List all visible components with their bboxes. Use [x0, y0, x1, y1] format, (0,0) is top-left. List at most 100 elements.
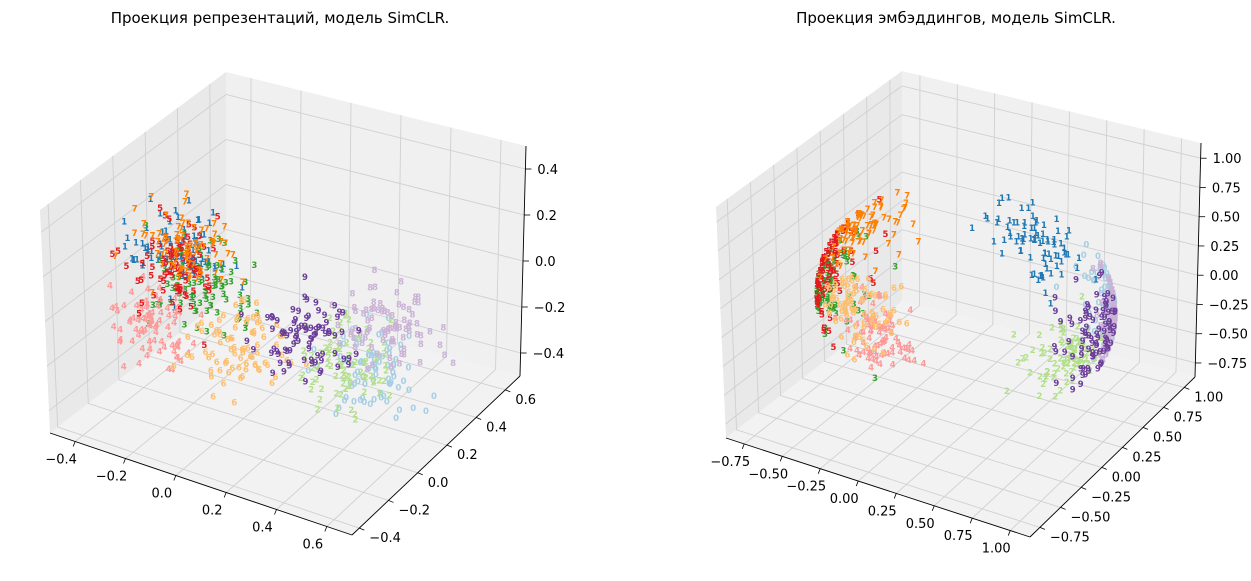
point-label-digit-9: 9: [280, 328, 286, 338]
point-label-digit-1: 1: [212, 262, 218, 272]
y-tick-label: 0.25: [1132, 450, 1161, 465]
point-label-digit-4: 4: [847, 344, 853, 354]
point-label-digit-5: 5: [169, 263, 175, 273]
point-label-digit-6: 6: [251, 328, 257, 338]
point-label-digit-0: 0: [381, 392, 387, 402]
point-label-digit-5: 5: [819, 264, 825, 274]
point-label-digit-3: 3: [228, 268, 234, 278]
point-label-digit-3: 3: [820, 291, 826, 301]
point-label-digit-7: 7: [895, 218, 901, 228]
point-label-digit-2: 2: [1047, 345, 1053, 355]
point-label-digit-8: 8: [1112, 313, 1118, 323]
point-label-digit-9: 9: [1080, 327, 1086, 337]
point-label-digit-6: 6: [255, 311, 261, 321]
point-label-digit-8: 8: [397, 323, 403, 333]
point-label-digit-6: 6: [838, 315, 844, 325]
point-label-digit-5: 5: [820, 267, 826, 277]
point-label-digit-0: 0: [1112, 304, 1118, 314]
point-label-digit-6: 6: [210, 393, 216, 403]
point-label-digit-3: 3: [221, 290, 227, 300]
point-label-digit-5: 5: [816, 284, 822, 294]
point-label-digit-9: 9: [1103, 298, 1109, 308]
point-label-digit-1: 1: [191, 271, 197, 281]
point-label-digit-3: 3: [218, 264, 224, 274]
point-label-digit-4: 4: [895, 338, 901, 348]
point-label-digit-5: 5: [190, 287, 196, 297]
point-label-digit-0: 0: [431, 392, 437, 402]
left-pane: [716, 71, 902, 438]
point-label-digit-0: 0: [1102, 264, 1108, 274]
point-label-digit-6: 6: [229, 364, 235, 374]
point-label-digit-8: 8: [418, 340, 424, 350]
point-label-digit-7: 7: [175, 222, 181, 232]
point-label-digit-3: 3: [228, 278, 234, 288]
point-label-digit-2: 2: [1044, 368, 1050, 378]
point-label-digit-7: 7: [218, 276, 224, 286]
point-label-digit-8: 8: [1096, 349, 1102, 359]
point-label-digit-4: 4: [861, 310, 867, 320]
point-label-digit-6: 6: [239, 373, 245, 383]
point-label-digit-2: 2: [318, 349, 324, 359]
point-label-digit-9: 9: [1112, 307, 1118, 317]
point-label-digit-3: 3: [816, 284, 822, 294]
point-label-digit-2: 2: [337, 345, 343, 355]
point-label-digit-0: 0: [393, 355, 399, 365]
point-label-digit-7: 7: [851, 221, 857, 231]
point-label-digit-8: 8: [1111, 299, 1117, 309]
point-label-digit-3: 3: [826, 304, 832, 314]
point-label-digit-0: 0: [341, 340, 347, 350]
point-label-digit-9: 9: [1103, 301, 1109, 311]
point-label-digit-7: 7: [168, 261, 174, 271]
point-label-digit-8: 8: [1103, 348, 1109, 358]
point-label-digit-4: 4: [868, 349, 874, 359]
point-label-digit-4: 4: [887, 312, 893, 322]
point-label-digit-4: 4: [166, 312, 172, 322]
point-label-digit-1: 1: [969, 224, 975, 234]
point-label-digit-0: 0: [305, 366, 311, 376]
point-label-digit-3: 3: [191, 279, 197, 289]
point-label-digit-2: 2: [325, 360, 331, 370]
point-label-digit-4: 4: [877, 360, 883, 370]
point-label-digit-9: 9: [1078, 317, 1084, 327]
point-label-digit-4: 4: [883, 310, 889, 320]
point-label-digit-9: 9: [292, 334, 298, 344]
point-label-digit-0: 0: [370, 376, 376, 386]
point-label-digit-4: 4: [889, 348, 895, 358]
point-label-digit-0: 0: [370, 349, 376, 359]
point-label-digit-7: 7: [155, 237, 161, 247]
point-label-digit-9: 9: [1085, 364, 1091, 374]
point-label-digit-3: 3: [831, 266, 837, 276]
point-label-digit-0: 0: [349, 360, 355, 370]
point-label-digit-5: 5: [110, 250, 116, 260]
point-label-digit-1: 1: [162, 260, 168, 270]
point-label-digit-0: 0: [1105, 310, 1111, 320]
point-label-digit-4: 4: [861, 294, 867, 304]
point-label-digit-7: 7: [186, 260, 192, 270]
point-label-digit-7: 7: [844, 226, 850, 236]
point-label-digit-8: 8: [359, 339, 365, 349]
point-label-digit-9: 9: [303, 326, 309, 336]
point-label-digit-9: 9: [244, 337, 250, 347]
point-label-digit-6: 6: [852, 283, 858, 293]
point-label-digit-6: 6: [185, 333, 191, 343]
point-label-digit-5: 5: [177, 306, 183, 316]
point-label-digit-3: 3: [823, 297, 829, 307]
point-label-digit-1: 1: [167, 295, 173, 305]
point-label-digit-5: 5: [835, 280, 841, 290]
point-label-digit-4: 4: [853, 332, 859, 342]
point-label-digit-6: 6: [898, 283, 904, 293]
point-label-digit-5: 5: [191, 264, 197, 274]
point-label-digit-4: 4: [870, 315, 876, 325]
point-label-digit-6: 6: [216, 316, 222, 326]
point-label-digit-7: 7: [910, 220, 916, 230]
y-tick: [1081, 487, 1087, 490]
point-label-digit-1: 1: [169, 244, 175, 254]
point-label-digit-8: 8: [413, 293, 419, 303]
point-label-digit-8: 8: [1112, 310, 1118, 320]
point-label-digit-5: 5: [161, 277, 167, 287]
point-label-digit-4: 4: [893, 335, 899, 345]
point-label-digit-6: 6: [859, 295, 865, 305]
point-label-digit-2: 2: [1023, 354, 1029, 364]
point-label-digit-1: 1: [159, 242, 165, 252]
